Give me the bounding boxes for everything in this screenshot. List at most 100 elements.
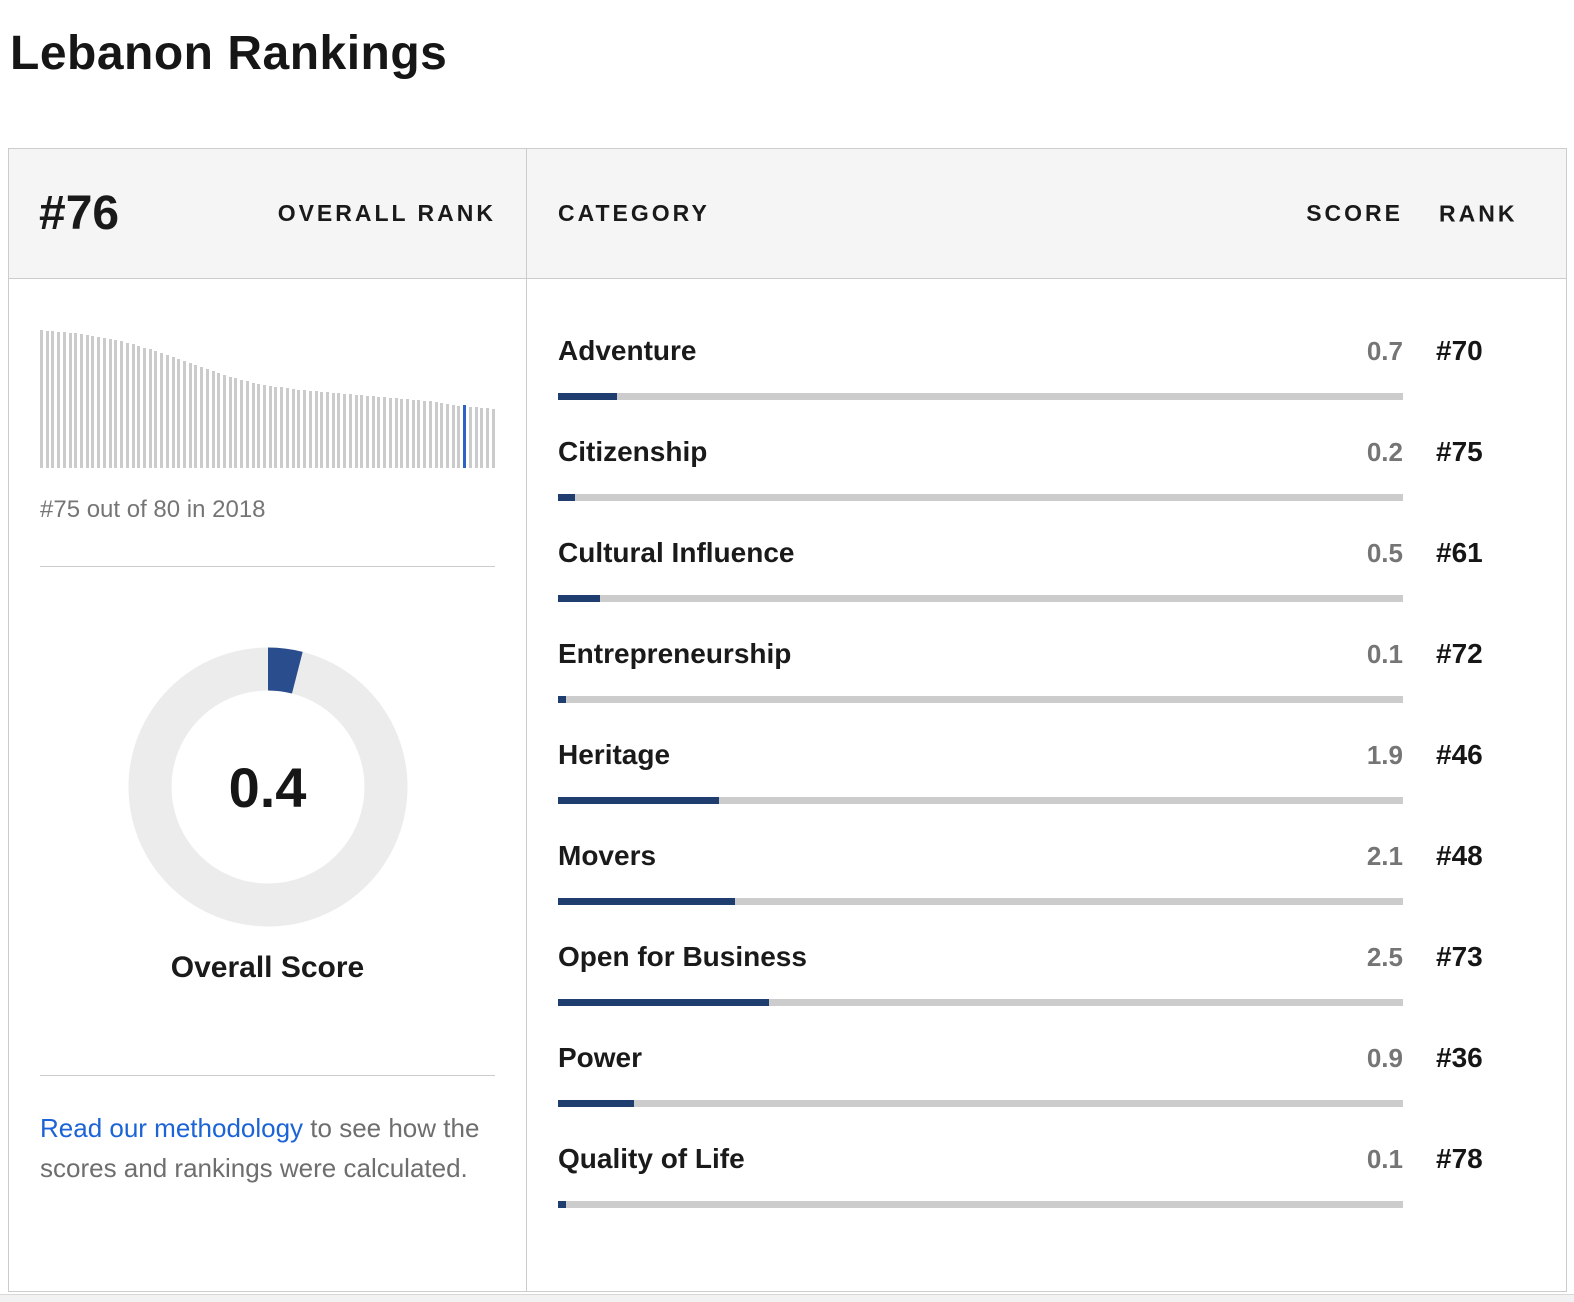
category-score-track bbox=[558, 595, 1403, 602]
distribution-bar bbox=[383, 397, 387, 468]
distribution-bar bbox=[234, 378, 238, 468]
distribution-bar bbox=[268, 386, 272, 468]
distribution-bar bbox=[343, 394, 347, 468]
distribution-bar bbox=[74, 333, 78, 468]
category-label: Citizenship bbox=[558, 436, 708, 467]
category-row: Power 0.9 #36 bbox=[558, 1036, 1566, 1107]
distribution-bar bbox=[354, 395, 358, 468]
category-score-track bbox=[558, 797, 1403, 804]
next-section-edge bbox=[0, 1294, 1574, 1302]
distribution-bar bbox=[474, 407, 478, 468]
distribution-bar bbox=[377, 397, 381, 468]
distribution-bar bbox=[423, 401, 427, 468]
category-label: Power bbox=[558, 1042, 643, 1073]
distribution-bar bbox=[297, 390, 301, 468]
category-row: Citizenship 0.2 #75 bbox=[558, 430, 1566, 501]
distribution-bar bbox=[388, 398, 392, 468]
category-score-fill bbox=[558, 494, 575, 501]
distribution-bar bbox=[45, 331, 49, 468]
distribution-bar bbox=[160, 353, 164, 468]
category-label: Cultural Influence bbox=[558, 537, 795, 568]
distribution-bar bbox=[223, 375, 226, 468]
distribution-bar bbox=[325, 392, 329, 468]
distribution-bar bbox=[114, 340, 118, 468]
distribution-bar bbox=[303, 390, 307, 468]
category-score: 0.2 bbox=[1366, 437, 1403, 467]
distribution-bar bbox=[62, 332, 66, 468]
category-score: 0.1 bbox=[1366, 1144, 1403, 1174]
category-score: 1.9 bbox=[1366, 740, 1403, 770]
donut-chart-svg bbox=[128, 647, 407, 927]
methodology-rest: to see how the scores and rankings were … bbox=[40, 1113, 480, 1183]
column-header-category: CATEGORY bbox=[558, 200, 710, 226]
category-label: Movers bbox=[558, 840, 657, 871]
distribution-bar-highlighted bbox=[463, 405, 467, 468]
category-score-track bbox=[558, 1100, 1403, 1107]
category-score-fill bbox=[558, 393, 618, 400]
category-row: Quality of Life 0.1 #78 bbox=[558, 1137, 1566, 1208]
distribution-bar bbox=[91, 336, 95, 468]
distribution-bar bbox=[177, 359, 181, 468]
distribution-bar bbox=[394, 398, 398, 468]
distribution-bar bbox=[337, 393, 341, 468]
overall-rank-label: OVERALL RANK bbox=[277, 200, 496, 226]
overall-panel: #76 OVERALL RANK #75 out of 80 in 2018 0… bbox=[9, 149, 527, 1291]
category-score: 0.5 bbox=[1366, 538, 1403, 568]
distribution-bar bbox=[240, 380, 244, 468]
methodology-link[interactable]: Read our methodology bbox=[40, 1113, 304, 1143]
distribution-bar bbox=[200, 367, 204, 468]
category-row: Open for Business 2.5 #73 bbox=[558, 935, 1566, 1006]
distribution-bar bbox=[360, 395, 364, 468]
distribution-bar bbox=[411, 400, 415, 468]
distribution-bar bbox=[148, 349, 152, 468]
divider bbox=[40, 566, 495, 567]
distribution-bar bbox=[331, 393, 335, 468]
category-rank: #46 bbox=[1436, 739, 1483, 770]
distribution-bar bbox=[51, 331, 55, 468]
category-label: Quality of Life bbox=[558, 1143, 745, 1174]
distribution-bar bbox=[468, 407, 472, 468]
distribution-bar bbox=[491, 409, 495, 468]
overall-score-label: Overall Score bbox=[170, 951, 365, 984]
category-score-fill bbox=[558, 1100, 635, 1107]
category-score-track bbox=[558, 898, 1403, 905]
distribution-bar bbox=[188, 363, 192, 468]
distribution-bar bbox=[108, 339, 112, 468]
distribution-bar bbox=[228, 377, 232, 468]
category-rank: #75 bbox=[1436, 436, 1483, 467]
distribution-bar bbox=[320, 392, 324, 468]
overall-panel-header: #76 OVERALL RANK bbox=[9, 149, 526, 279]
category-score-fill bbox=[558, 595, 601, 602]
distribution-bar bbox=[142, 348, 146, 468]
distribution-bar bbox=[251, 383, 255, 468]
distribution-bar bbox=[137, 346, 141, 468]
category-row: Entrepreneurship 0.1 #72 bbox=[558, 632, 1566, 703]
distribution-bar bbox=[440, 403, 444, 468]
category-score-fill bbox=[558, 999, 770, 1006]
category-rank: #70 bbox=[1436, 335, 1483, 366]
page-title: Lebanon Rankings bbox=[10, 27, 448, 80]
category-score-track bbox=[558, 999, 1403, 1006]
distribution-bar bbox=[68, 333, 72, 468]
distribution-bar bbox=[182, 361, 186, 468]
category-rank: #48 bbox=[1436, 840, 1483, 871]
distribution-bar bbox=[125, 343, 129, 468]
category-score-fill bbox=[558, 898, 736, 905]
category-label: Open for Business bbox=[558, 941, 807, 972]
distribution-bar bbox=[80, 334, 84, 468]
distribution-bar bbox=[480, 408, 484, 468]
distribution-bar bbox=[371, 396, 375, 468]
categories-panel-header: CATEGORY SCORE RANK bbox=[527, 149, 1566, 279]
category-row: Heritage 1.9 #46 bbox=[558, 733, 1566, 804]
category-label: Adventure bbox=[558, 335, 697, 366]
donut-arc bbox=[128, 647, 407, 927]
distribution-bar bbox=[211, 371, 215, 468]
distribution-bar bbox=[400, 399, 404, 468]
distribution-bar bbox=[257, 384, 261, 468]
distribution-chart bbox=[40, 329, 495, 468]
category-rank: #72 bbox=[1436, 638, 1483, 669]
distribution-bar bbox=[428, 401, 432, 468]
distribution-bar bbox=[457, 406, 461, 468]
category-row: Cultural Influence 0.5 #61 bbox=[558, 531, 1566, 602]
